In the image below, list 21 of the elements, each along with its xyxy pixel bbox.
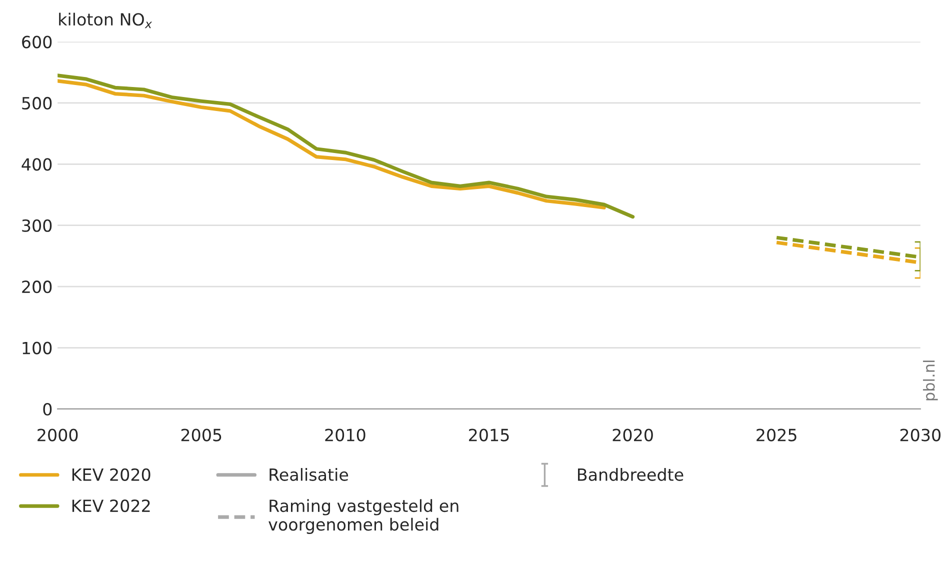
text: Raming vastgesteld en voorgenomen beleid <box>268 499 458 534</box>
x-tick-label: 2015 <box>469 428 509 442</box>
y-axis-title: kiloton NO$_{x}$ <box>59 12 152 28</box>
y-tick-label: 600 <box>22 36 52 48</box>
y-tick-label: 100 <box>22 342 52 354</box>
text: Bandbreedte <box>578 468 684 481</box>
legend-label: KEV 2020 <box>72 468 150 481</box>
y-tick-label: 200 <box>22 280 52 294</box>
x-tick-label: 2020 <box>612 428 653 442</box>
text: Realisatie <box>270 468 348 481</box>
y-tick-label: 400 <box>22 158 52 171</box>
x-tick-label: 2005 <box>181 428 222 442</box>
x-tick-label: 2000 <box>38 428 78 442</box>
x-tick-label: 2025 <box>756 428 796 442</box>
y-tick-label: 500 <box>22 96 52 110</box>
x-tick-label: 2010 <box>325 428 366 442</box>
legend-label: KEV 2022 <box>72 499 150 512</box>
y-tick-label: 300 <box>22 219 52 232</box>
text: pbl.nl <box>922 360 938 400</box>
x-tick-label: 2030 <box>900 428 940 442</box>
y-tick-label: 0 <box>43 402 52 416</box>
